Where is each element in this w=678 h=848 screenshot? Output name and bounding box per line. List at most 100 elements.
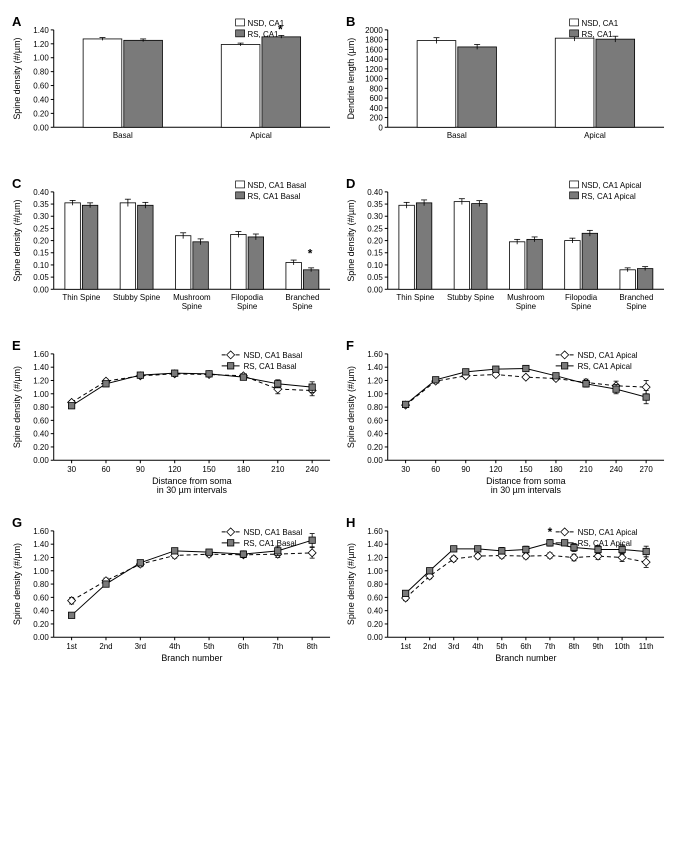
- svg-text:Thin Spine: Thin Spine: [396, 293, 435, 302]
- svg-text:Thin Spine: Thin Spine: [62, 293, 101, 302]
- svg-text:Basal: Basal: [113, 131, 133, 140]
- svg-text:180: 180: [549, 465, 563, 474]
- svg-text:Spine density (#/µm): Spine density (#/µm): [12, 37, 22, 119]
- svg-text:0.40: 0.40: [33, 607, 49, 616]
- svg-text:Apical: Apical: [584, 131, 606, 140]
- svg-text:2000: 2000: [365, 26, 383, 35]
- svg-text:1200: 1200: [365, 65, 383, 74]
- svg-text:0.80: 0.80: [367, 403, 383, 412]
- svg-text:8th: 8th: [307, 642, 318, 651]
- panel-B: B0200400600800100012001400160018002000De…: [342, 12, 670, 166]
- svg-text:0.30: 0.30: [33, 212, 49, 221]
- svg-text:0.40: 0.40: [33, 430, 49, 439]
- svg-text:1.60: 1.60: [33, 527, 49, 536]
- svg-text:7th: 7th: [544, 642, 555, 651]
- svg-text:90: 90: [136, 465, 145, 474]
- svg-text:60: 60: [102, 465, 111, 474]
- svg-text:0.00: 0.00: [367, 633, 383, 642]
- svg-text:1.00: 1.00: [367, 390, 383, 399]
- panel-label: A: [12, 14, 21, 29]
- svg-text:6th: 6th: [520, 642, 531, 651]
- panel-label: D: [346, 176, 355, 191]
- svg-text:in 30 µm intervals: in 30 µm intervals: [157, 485, 228, 495]
- svg-text:Mushroom: Mushroom: [173, 293, 211, 302]
- svg-text:RS, CA1: RS, CA1: [582, 30, 613, 39]
- svg-text:1.00: 1.00: [33, 390, 49, 399]
- svg-text:240: 240: [609, 465, 623, 474]
- chart-H: 0.000.200.400.600.801.001.201.401.60Spin…: [342, 513, 670, 677]
- svg-text:Stubby Spine: Stubby Spine: [447, 293, 495, 302]
- svg-text:NSD, CA1 Basal: NSD, CA1 Basal: [244, 528, 303, 537]
- svg-text:0.40: 0.40: [367, 430, 383, 439]
- svg-text:0.20: 0.20: [367, 443, 383, 452]
- svg-text:1.60: 1.60: [367, 350, 383, 359]
- svg-text:90: 90: [461, 465, 470, 474]
- svg-text:0.80: 0.80: [33, 580, 49, 589]
- svg-text:5th: 5th: [496, 642, 507, 651]
- svg-text:0.00: 0.00: [33, 456, 49, 465]
- svg-text:Basal: Basal: [447, 131, 467, 140]
- svg-text:210: 210: [579, 465, 593, 474]
- panel-C: C0.000.050.100.150.200.250.300.350.40Spi…: [8, 174, 336, 328]
- svg-text:Branch number: Branch number: [495, 653, 556, 663]
- svg-text:0.40: 0.40: [33, 188, 49, 197]
- svg-text:NSD, CA1 Basal: NSD, CA1 Basal: [248, 181, 307, 190]
- panel-label: C: [12, 176, 21, 191]
- svg-text:Branch number: Branch number: [161, 653, 222, 663]
- svg-text:120: 120: [489, 465, 503, 474]
- svg-text:1.00: 1.00: [33, 54, 49, 63]
- panel-F: F0.000.200.400.600.801.001.201.401.60Spi…: [342, 336, 670, 505]
- svg-text:1.00: 1.00: [33, 567, 49, 576]
- svg-text:0.00: 0.00: [33, 633, 49, 642]
- svg-text:Filopodia: Filopodia: [565, 293, 598, 302]
- svg-text:0.00: 0.00: [367, 285, 383, 294]
- svg-text:0.10: 0.10: [33, 261, 49, 270]
- svg-text:Dendrite length (µm): Dendrite length (µm): [346, 38, 356, 120]
- svg-text:30: 30: [401, 465, 410, 474]
- svg-text:RS, CA1 Apical: RS, CA1 Apical: [578, 539, 633, 548]
- svg-text:Spine density (#/µm): Spine density (#/µm): [12, 366, 22, 448]
- svg-text:NSD, CA1 Apical: NSD, CA1 Apical: [578, 528, 638, 537]
- svg-text:1.40: 1.40: [33, 26, 49, 35]
- svg-text:1400: 1400: [365, 55, 383, 64]
- svg-text:1600: 1600: [365, 45, 383, 54]
- svg-text:0.20: 0.20: [33, 443, 49, 452]
- svg-text:0.30: 0.30: [367, 212, 383, 221]
- svg-text:0.25: 0.25: [33, 224, 49, 233]
- svg-text:0.80: 0.80: [33, 68, 49, 77]
- svg-text:0.00: 0.00: [367, 456, 383, 465]
- svg-text:*: *: [548, 525, 553, 539]
- svg-text:1.20: 1.20: [367, 554, 383, 563]
- svg-text:Spine: Spine: [292, 302, 313, 311]
- svg-text:60: 60: [431, 465, 440, 474]
- svg-text:0.25: 0.25: [367, 224, 383, 233]
- panel-D: D0.000.050.100.150.200.250.300.350.40Spi…: [342, 174, 670, 328]
- svg-text:180: 180: [237, 465, 251, 474]
- svg-text:NSD, CA1: NSD, CA1: [248, 19, 285, 28]
- chart-G: 0.000.200.400.600.801.001.201.401.60Spin…: [8, 513, 336, 677]
- chart-C: 0.000.050.100.150.200.250.300.350.40Spin…: [8, 174, 336, 323]
- svg-text:0: 0: [378, 123, 383, 132]
- svg-text:Spine: Spine: [237, 302, 258, 311]
- svg-text:1.40: 1.40: [33, 540, 49, 549]
- svg-text:1.20: 1.20: [33, 377, 49, 386]
- svg-text:10th: 10th: [614, 642, 629, 651]
- svg-text:0.05: 0.05: [33, 273, 49, 282]
- svg-text:1.20: 1.20: [367, 377, 383, 386]
- panel-label: G: [12, 515, 22, 530]
- svg-text:NSD, CA1 Apical: NSD, CA1 Apical: [582, 181, 642, 190]
- svg-text:1800: 1800: [365, 36, 383, 45]
- svg-text:0.00: 0.00: [33, 285, 49, 294]
- panel-H: H0.000.200.400.600.801.001.201.401.60Spi…: [342, 513, 670, 682]
- svg-text:Apical: Apical: [250, 131, 272, 140]
- svg-text:Spine: Spine: [626, 302, 647, 311]
- svg-text:Branched: Branched: [285, 293, 319, 302]
- svg-text:*: *: [308, 247, 313, 261]
- svg-text:0.05: 0.05: [367, 273, 383, 282]
- svg-text:1.00: 1.00: [367, 567, 383, 576]
- svg-text:1.40: 1.40: [367, 540, 383, 549]
- svg-text:30: 30: [67, 465, 76, 474]
- svg-text:1st: 1st: [66, 642, 77, 651]
- panel-label: B: [346, 14, 355, 29]
- svg-text:4th: 4th: [169, 642, 180, 651]
